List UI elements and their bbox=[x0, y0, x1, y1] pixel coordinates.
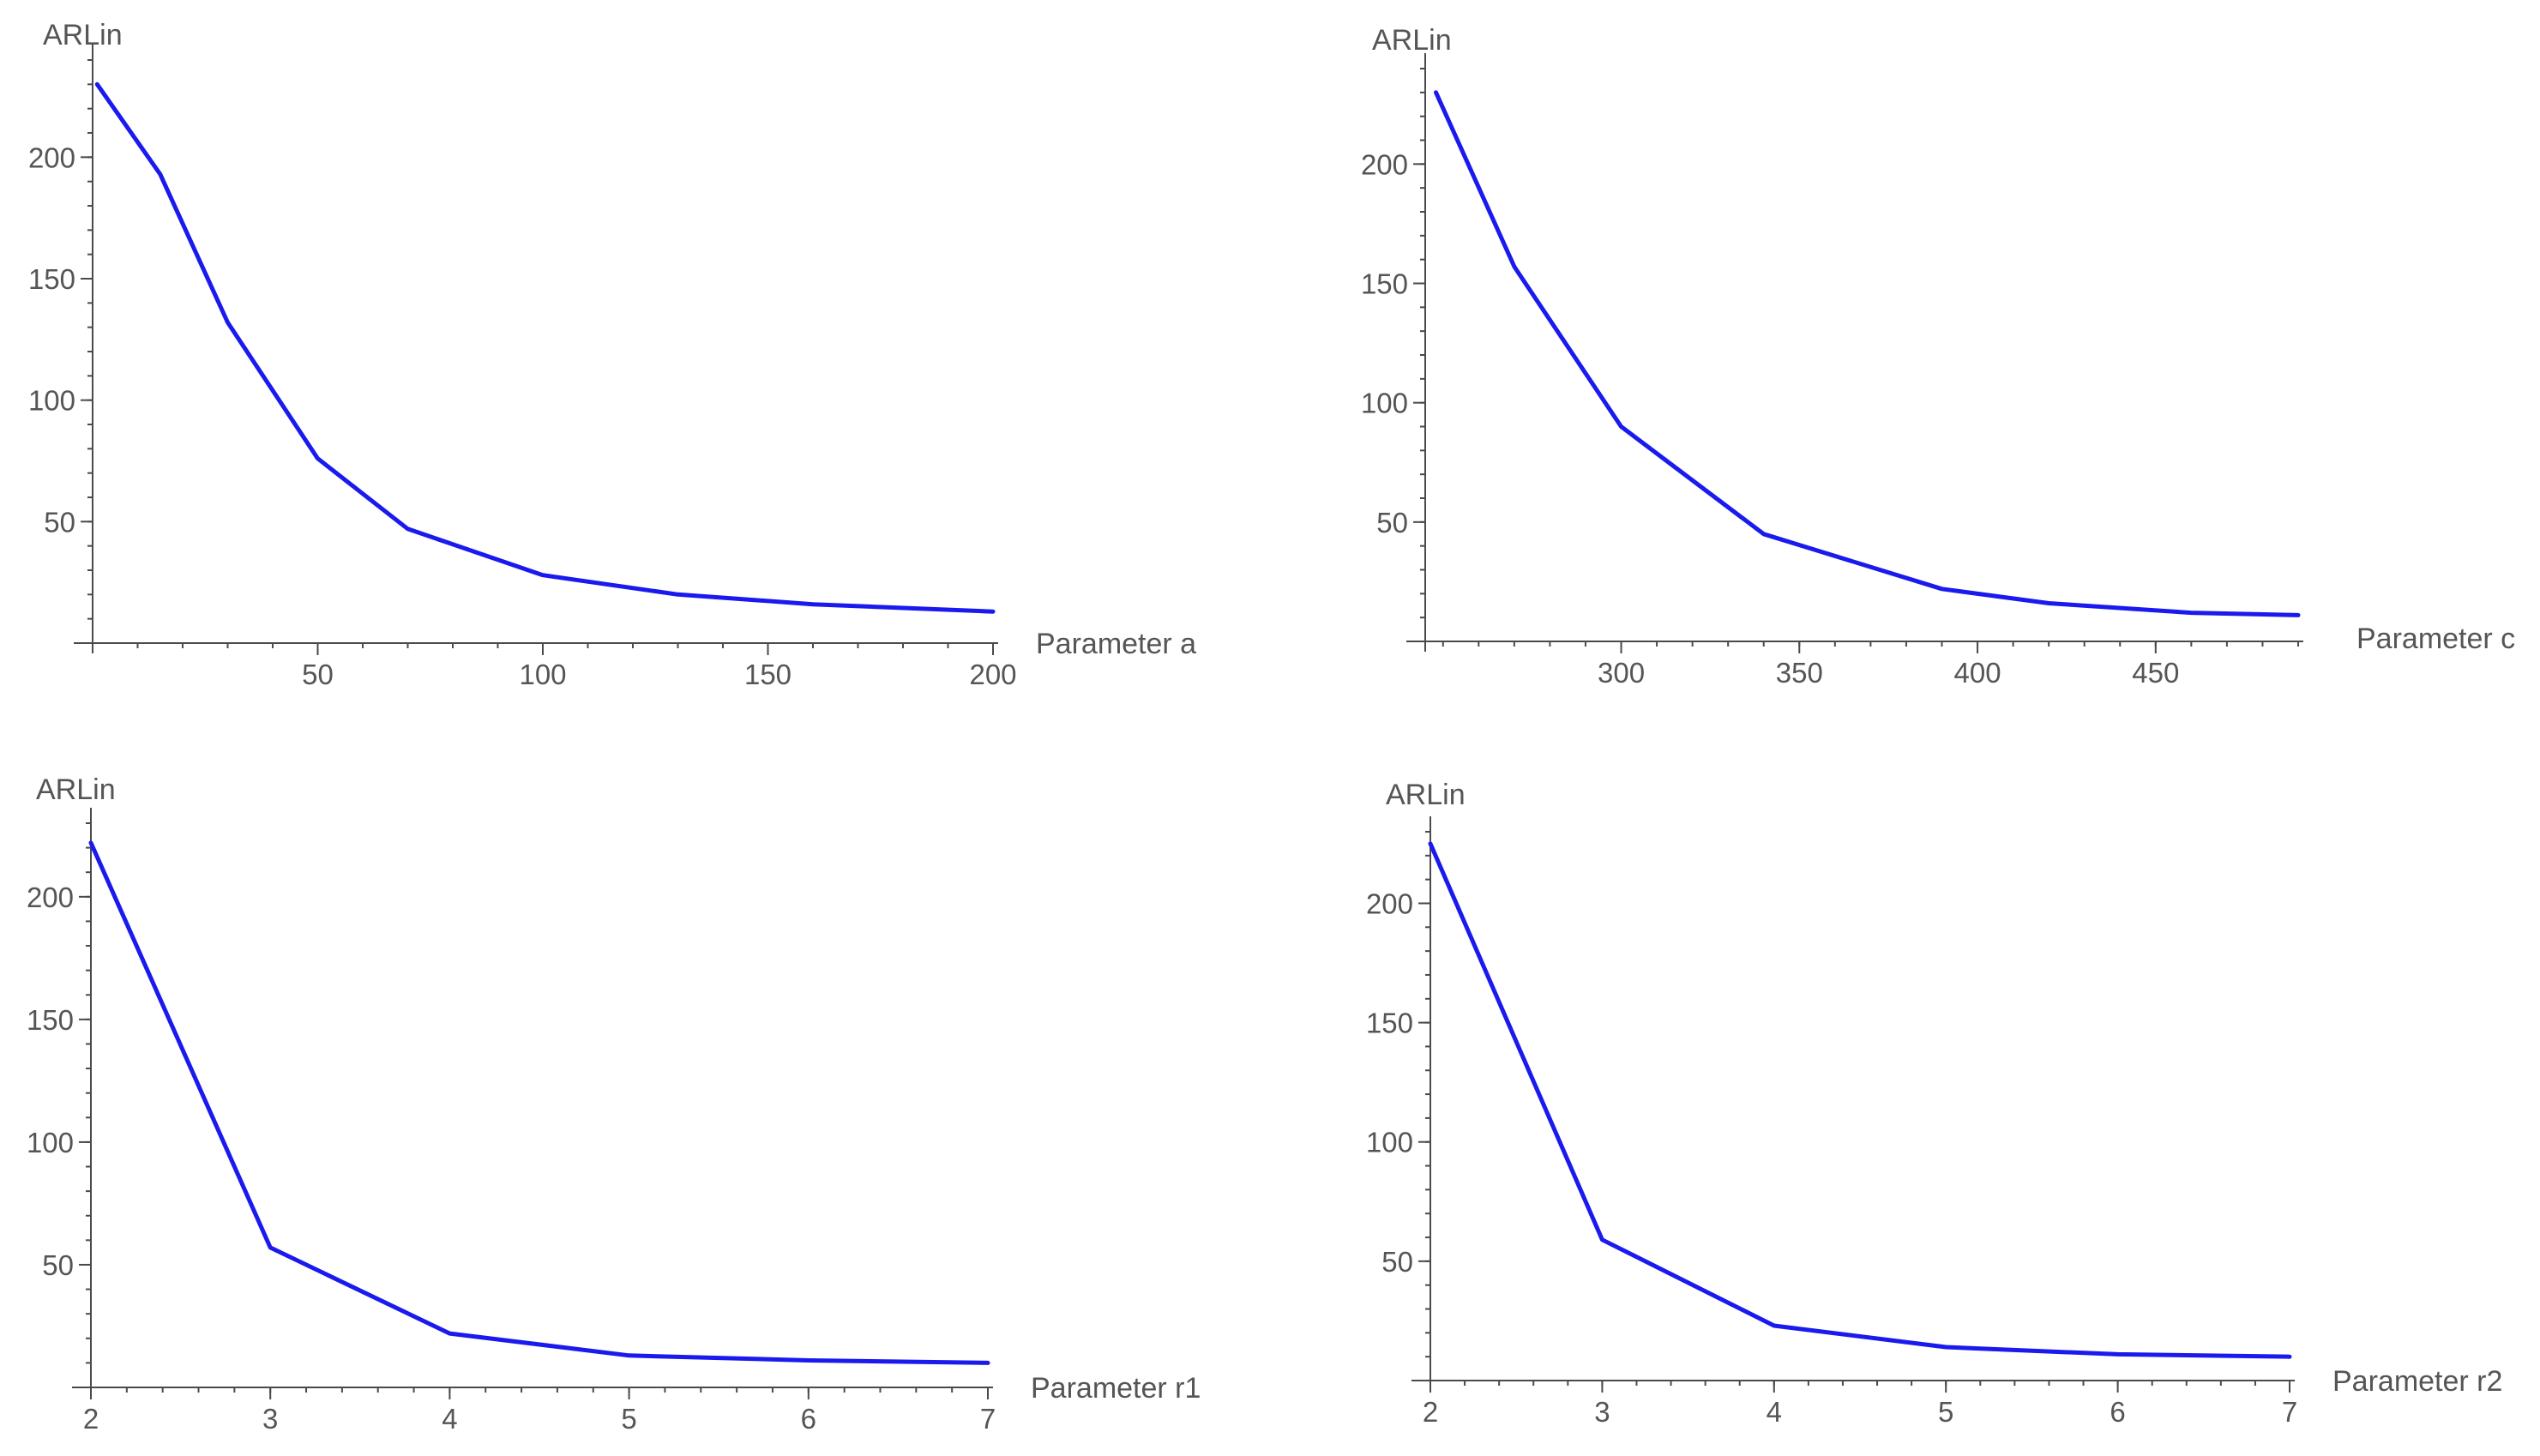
chart-panel-parameter-r2: 2 3 4 5 6 7 50 100 150 200 ARLin Parameter r2 bbox=[1321, 755, 2540, 1456]
y-tick-label: 150 bbox=[28, 263, 75, 295]
x-tick-label: 3 bbox=[262, 1403, 278, 1435]
x-axis-title: Parameter r1 bbox=[1031, 1372, 1201, 1405]
x-tick-label: 2 bbox=[1423, 1396, 1438, 1428]
x-tick-label: 2 bbox=[83, 1403, 99, 1435]
y-tick-label: 150 bbox=[1366, 1008, 1413, 1039]
y-tick-label: 150 bbox=[1361, 268, 1408, 300]
chart-panel-parameter-r1: 2 3 4 5 6 7 50 100 150 200 ARLin Parameter r1 bbox=[0, 755, 1269, 1456]
y-tick-label: 200 bbox=[1366, 887, 1413, 919]
x-tick-label: 450 bbox=[2132, 657, 2179, 689]
x-tick-label: 300 bbox=[1598, 657, 1645, 689]
line-chart-svg: 2 3 4 5 6 7 50 100 150 200 ARLin Parameter r2 bbox=[1366, 779, 2502, 1428]
line-chart-svg: 300 350 400 450 50 100 150 200 ARLin Parameter c bbox=[1361, 24, 2515, 689]
x-tick-label: 4 bbox=[1767, 1396, 1782, 1428]
y-tick-label: 100 bbox=[28, 385, 75, 417]
y-axis-title: ARLin bbox=[1386, 779, 1466, 811]
y-tick-label: 100 bbox=[1361, 388, 1408, 419]
x-tick-label: 7 bbox=[980, 1403, 996, 1435]
y-axis-title: ARLin bbox=[1372, 24, 1452, 57]
x-axis-title: Parameter r2 bbox=[2332, 1365, 2502, 1398]
x-tick-label: 7 bbox=[2282, 1396, 2297, 1428]
y-tick-label: 200 bbox=[1361, 148, 1408, 180]
y-tick-label: 200 bbox=[28, 141, 75, 173]
chart-panel-parameter-c: 300 350 400 450 50 100 150 200 ARLin Parameter c bbox=[1321, 0, 2540, 712]
x-tick-label: 50 bbox=[302, 659, 334, 690]
series-line bbox=[1428, 841, 2292, 1359]
y-axis-title: ARLin bbox=[43, 19, 123, 51]
x-tick-label: 5 bbox=[1938, 1396, 1953, 1428]
y-tick-label: 50 bbox=[1381, 1246, 1413, 1278]
y-tick-label: 50 bbox=[44, 506, 75, 538]
x-tick-label: 350 bbox=[1776, 657, 1823, 689]
x-tick-label: 5 bbox=[621, 1403, 636, 1435]
y-tick-label: 50 bbox=[1376, 507, 1408, 538]
x-tick-label: 100 bbox=[519, 659, 566, 690]
x-tick-label: 6 bbox=[2110, 1396, 2125, 1428]
x-axis-title: Parameter c bbox=[2356, 623, 2515, 655]
x-tick-label: 400 bbox=[1954, 657, 2001, 689]
y-tick-label: 100 bbox=[27, 1127, 74, 1158]
series-line bbox=[94, 81, 996, 614]
x-tick-label: 150 bbox=[744, 659, 791, 690]
x-tick-label: 200 bbox=[969, 659, 1016, 690]
y-tick-label: 200 bbox=[27, 881, 74, 913]
x-tick-label: 4 bbox=[442, 1403, 457, 1435]
line-chart-svg: 2 3 4 5 6 7 50 100 150 200 ARLin Parameter r1 bbox=[27, 773, 1201, 1435]
y-tick-label: 50 bbox=[42, 1249, 74, 1281]
x-tick-label: 3 bbox=[1594, 1396, 1610, 1428]
y-tick-label: 150 bbox=[27, 1004, 74, 1036]
chart-panel-parameter-a: 50 100 150 200 50 100 150 200 ARLin Parameter a bbox=[0, 0, 1269, 712]
x-tick-label: 6 bbox=[801, 1403, 816, 1435]
line-chart-svg: 50 100 150 200 50 100 150 200 ARLin Parameter a bbox=[28, 19, 1196, 690]
series-line bbox=[1434, 90, 2301, 617]
y-tick-label: 100 bbox=[1366, 1127, 1413, 1158]
y-axis-title: ARLin bbox=[36, 773, 116, 806]
x-axis-title: Parameter a bbox=[1036, 628, 1196, 660]
series-line bbox=[88, 840, 990, 1365]
